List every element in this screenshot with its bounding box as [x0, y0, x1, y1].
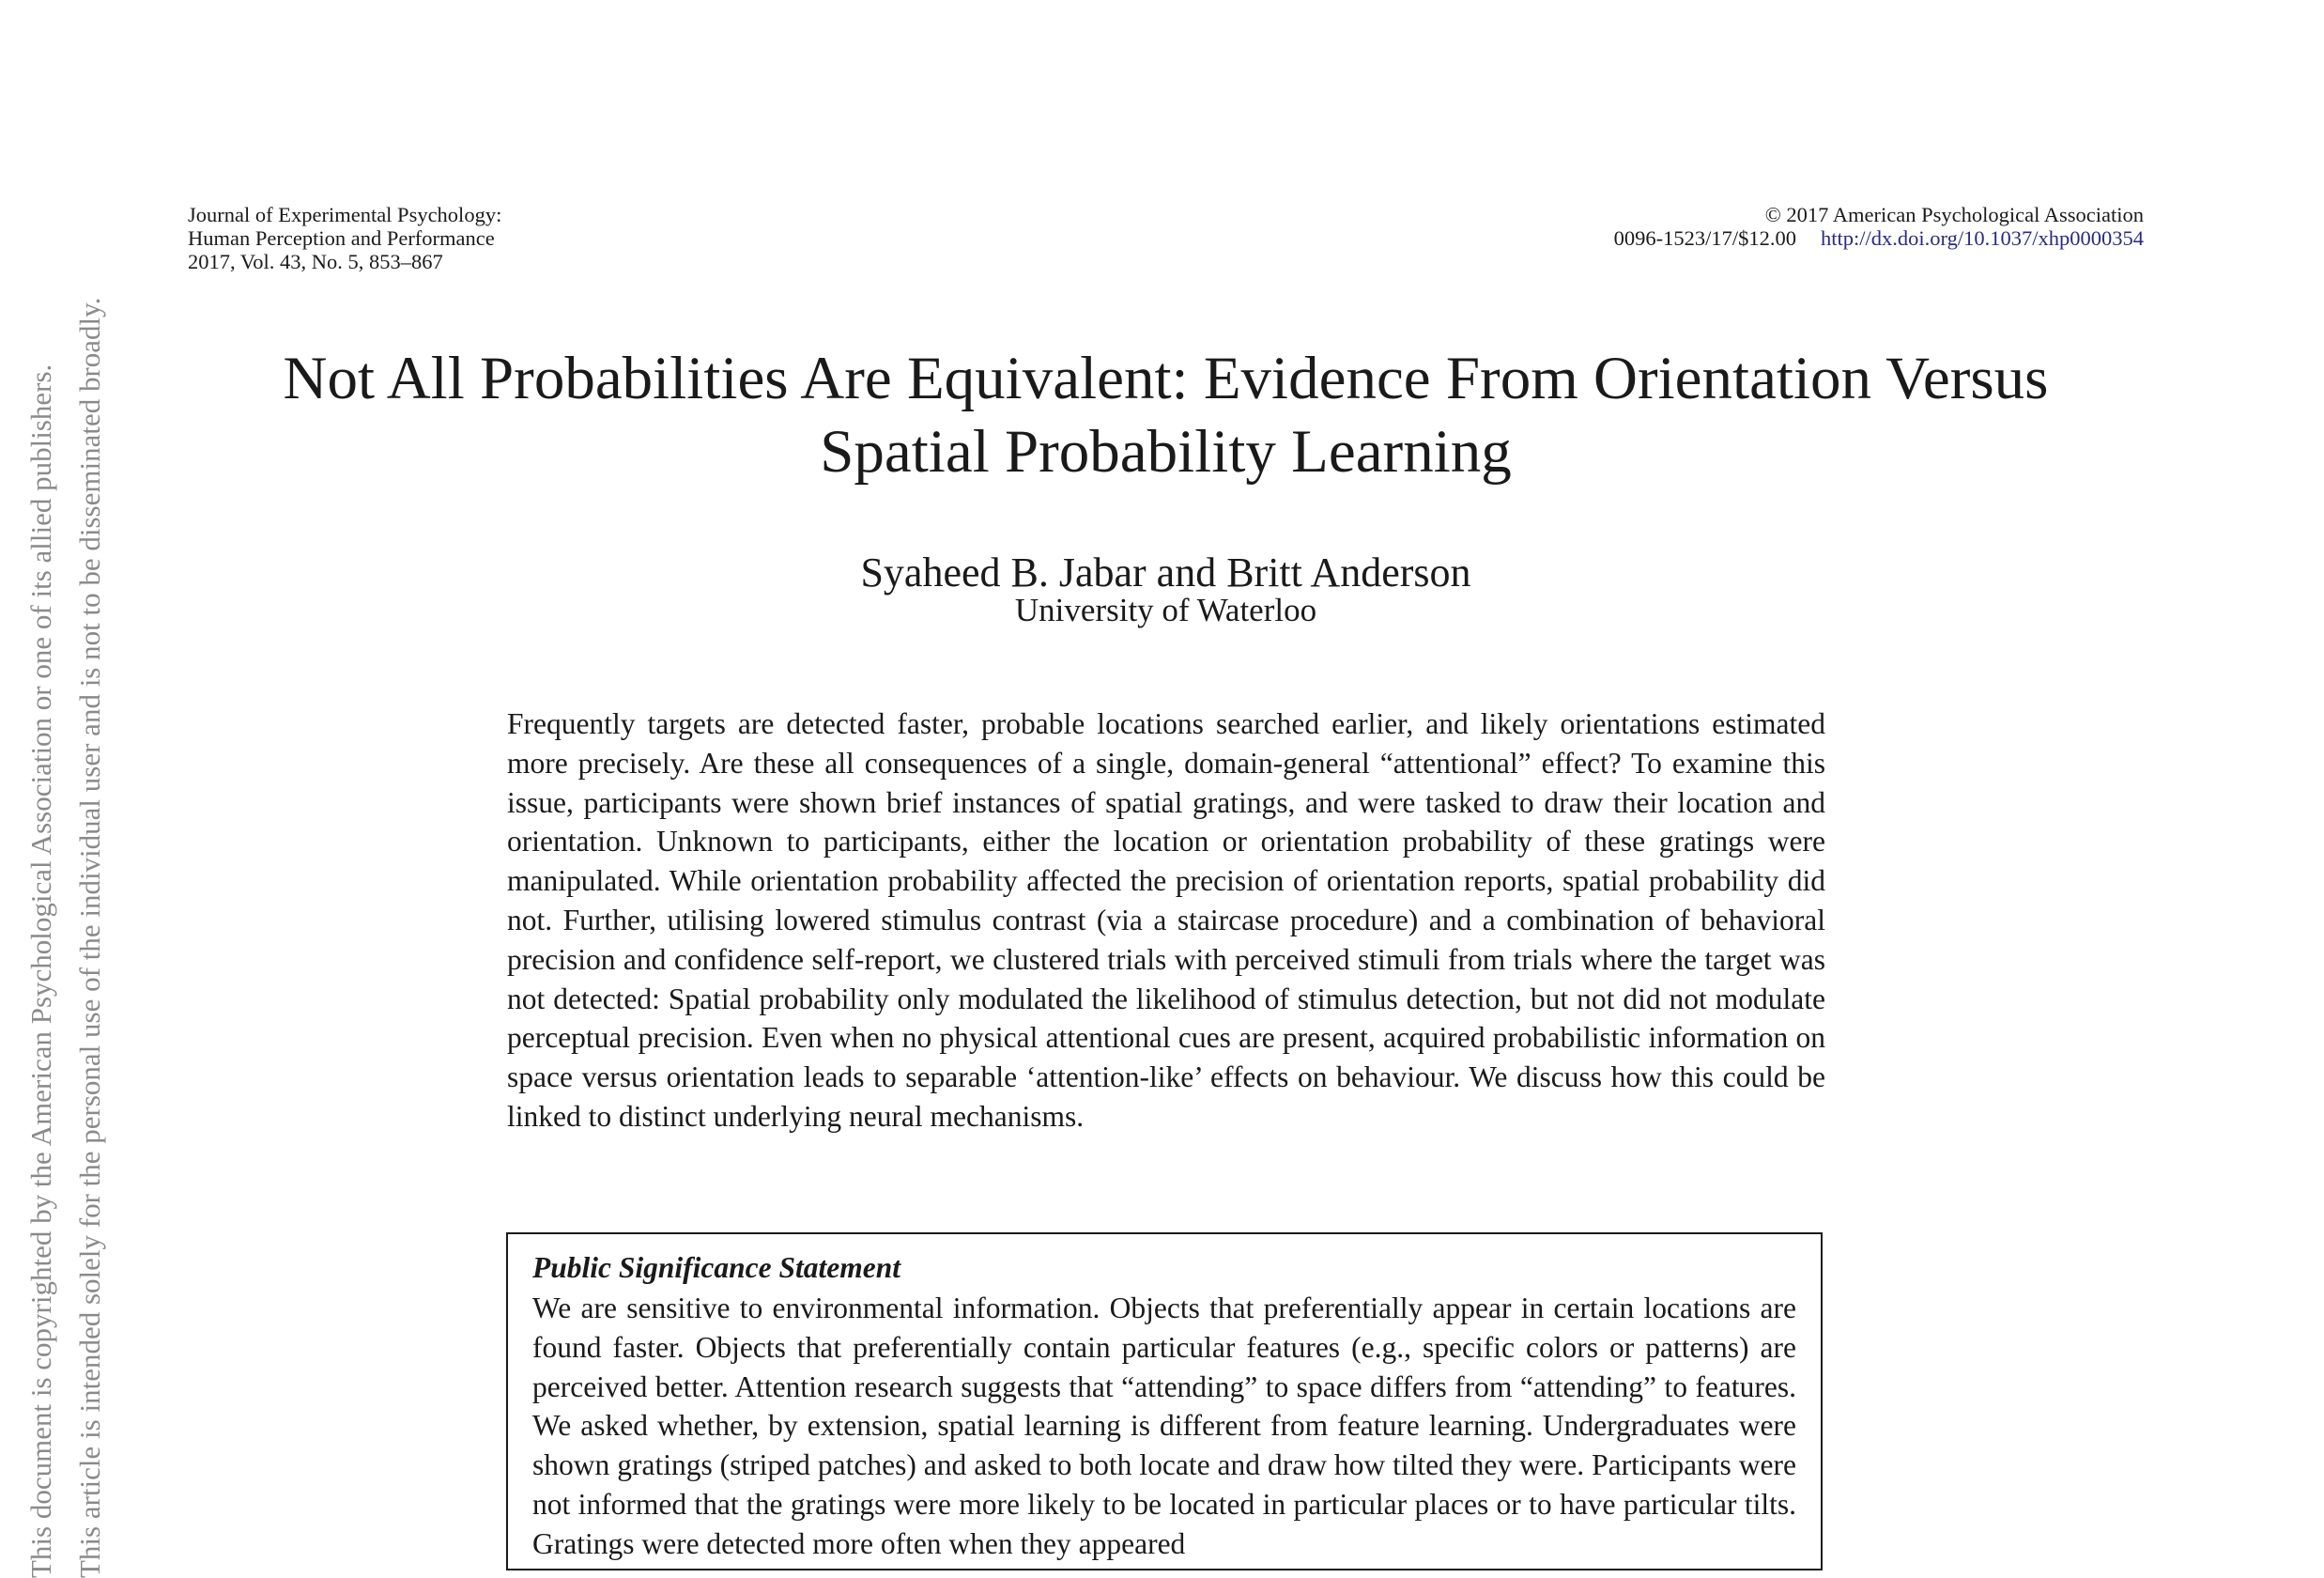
affiliation: University of Waterloo [1014, 592, 1317, 628]
issn-price: 0096-1523/17/$12.00 [1613, 226, 1797, 250]
abstract: Frequently targets are detected faster, … [507, 707, 1825, 1133]
public-significance-box: Public Significance Statement We are sen… [506, 1232, 1823, 1570]
copyright-notice: © 2017 American Psychological Associatio… [1764, 203, 2144, 226]
title-line-1: Not All Probabilities Are Equivalent: Ev… [283, 345, 2049, 412]
issn-doi-line: 0096-1523/17/$12.00 http://dx.doi.org/10.… [1614, 226, 2144, 250]
journal-name-line1: Journal of Experimental Psychology: [188, 203, 502, 226]
doi-link[interactable]: http://dx.doi.org/10.1037/xhp0000354 [1821, 226, 2144, 250]
watermark-line-1: This document is copyrighted by the Amer… [24, 364, 57, 1578]
journal-info: Journal of Experimental Psychology: Huma… [188, 203, 501, 273]
significance-heading: Public Significance Statement [532, 1251, 900, 1284]
watermark-line-2: This article is intended solely for the … [73, 297, 106, 1578]
journal-name-line2: Human Perception and Performance [188, 226, 495, 250]
publisher-info: © 2017 American Psychological Associatio… [1614, 203, 2144, 250]
authors: Syaheed B. Jabar and Britt Anderson [860, 549, 1471, 596]
journal-volume: 2017, Vol. 43, No. 5, 853–867 [188, 250, 443, 273]
article-title: Not All Probabilities Are Equivalent: Ev… [188, 342, 2144, 488]
significance-text: We are sensitive to environmental inform… [532, 1292, 1796, 1560]
title-line-2: Spatial Probability Learning [820, 418, 1512, 486]
